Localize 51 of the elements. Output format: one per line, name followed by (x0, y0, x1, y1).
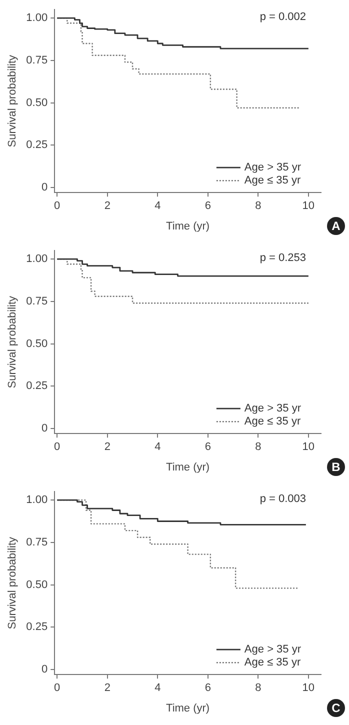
x-tick-label: 2 (104, 200, 110, 212)
x-tick-label: 4 (154, 200, 161, 212)
x-tick-label: 4 (154, 682, 161, 694)
annotation: p = 0.003 (260, 493, 306, 506)
text: A (327, 217, 345, 235)
x-tick-label: 0 (54, 441, 60, 454)
x-tick-label: 6 (204, 441, 211, 454)
legend-label: Age > 35 yr (244, 644, 302, 656)
x-tick-label: 10 (302, 441, 315, 454)
x-axis-title: Time (yr) (166, 220, 210, 232)
x-tick-label: 2 (104, 441, 110, 454)
y-axis-title: Survival probability (6, 536, 19, 630)
y-tick-label: 0.25 (26, 621, 48, 634)
legend-label: Age ≤ 35 yr (244, 656, 301, 669)
x-tick-label: 8 (255, 682, 262, 694)
y-tick-label: 0.50 (26, 96, 48, 109)
legend-label: Age ≤ 35 yr (244, 174, 301, 187)
y-tick-label: 0.50 (26, 338, 48, 350)
x-tick-label: 0 (54, 682, 60, 694)
y-tick-label: 1.00 (26, 253, 48, 266)
x-tick-label: 0 (54, 200, 60, 212)
x-axis-title: Time (yr) (166, 702, 210, 714)
y-tick-label: 0.75 (26, 295, 48, 308)
y-tick-label: 0.75 (26, 54, 48, 66)
x-tick-label: 8 (255, 441, 262, 454)
legend-label: Age > 35 yr (244, 162, 302, 174)
legend-label: Age ≤ 35 yr (244, 416, 301, 428)
text: C (327, 699, 345, 717)
text: B (327, 458, 345, 476)
y-tick-label: 0.50 (26, 578, 48, 591)
x-tick-label: 10 (302, 200, 315, 212)
y-tick-label: 0.25 (26, 380, 48, 392)
x-tick-label: 4 (154, 441, 161, 454)
annotation: p = 0.002 (260, 11, 306, 24)
y-tick-label: 0 (41, 422, 48, 435)
x-tick-label: 8 (255, 200, 262, 212)
y-axis-title: Survival probability (6, 54, 19, 148)
y-axis-title: Survival probability (6, 295, 19, 388)
y-tick-label: 0.75 (26, 536, 48, 548)
x-tick-label: 10 (302, 682, 315, 694)
legend-label: Age > 35 yr (244, 402, 302, 415)
x-tick-label: 6 (204, 200, 211, 212)
y-tick-label: 0 (41, 182, 48, 194)
y-tick-label: 1.00 (26, 494, 48, 506)
x-tick-label: 6 (204, 682, 211, 694)
x-tick-label: 2 (104, 682, 110, 694)
y-tick-label: 1.00 (26, 12, 48, 24)
y-tick-label: 0.25 (26, 139, 48, 152)
x-axis-title: Time (yr) (166, 461, 210, 474)
y-tick-label: 0 (41, 664, 48, 676)
annotation: p = 0.253 (260, 252, 306, 264)
